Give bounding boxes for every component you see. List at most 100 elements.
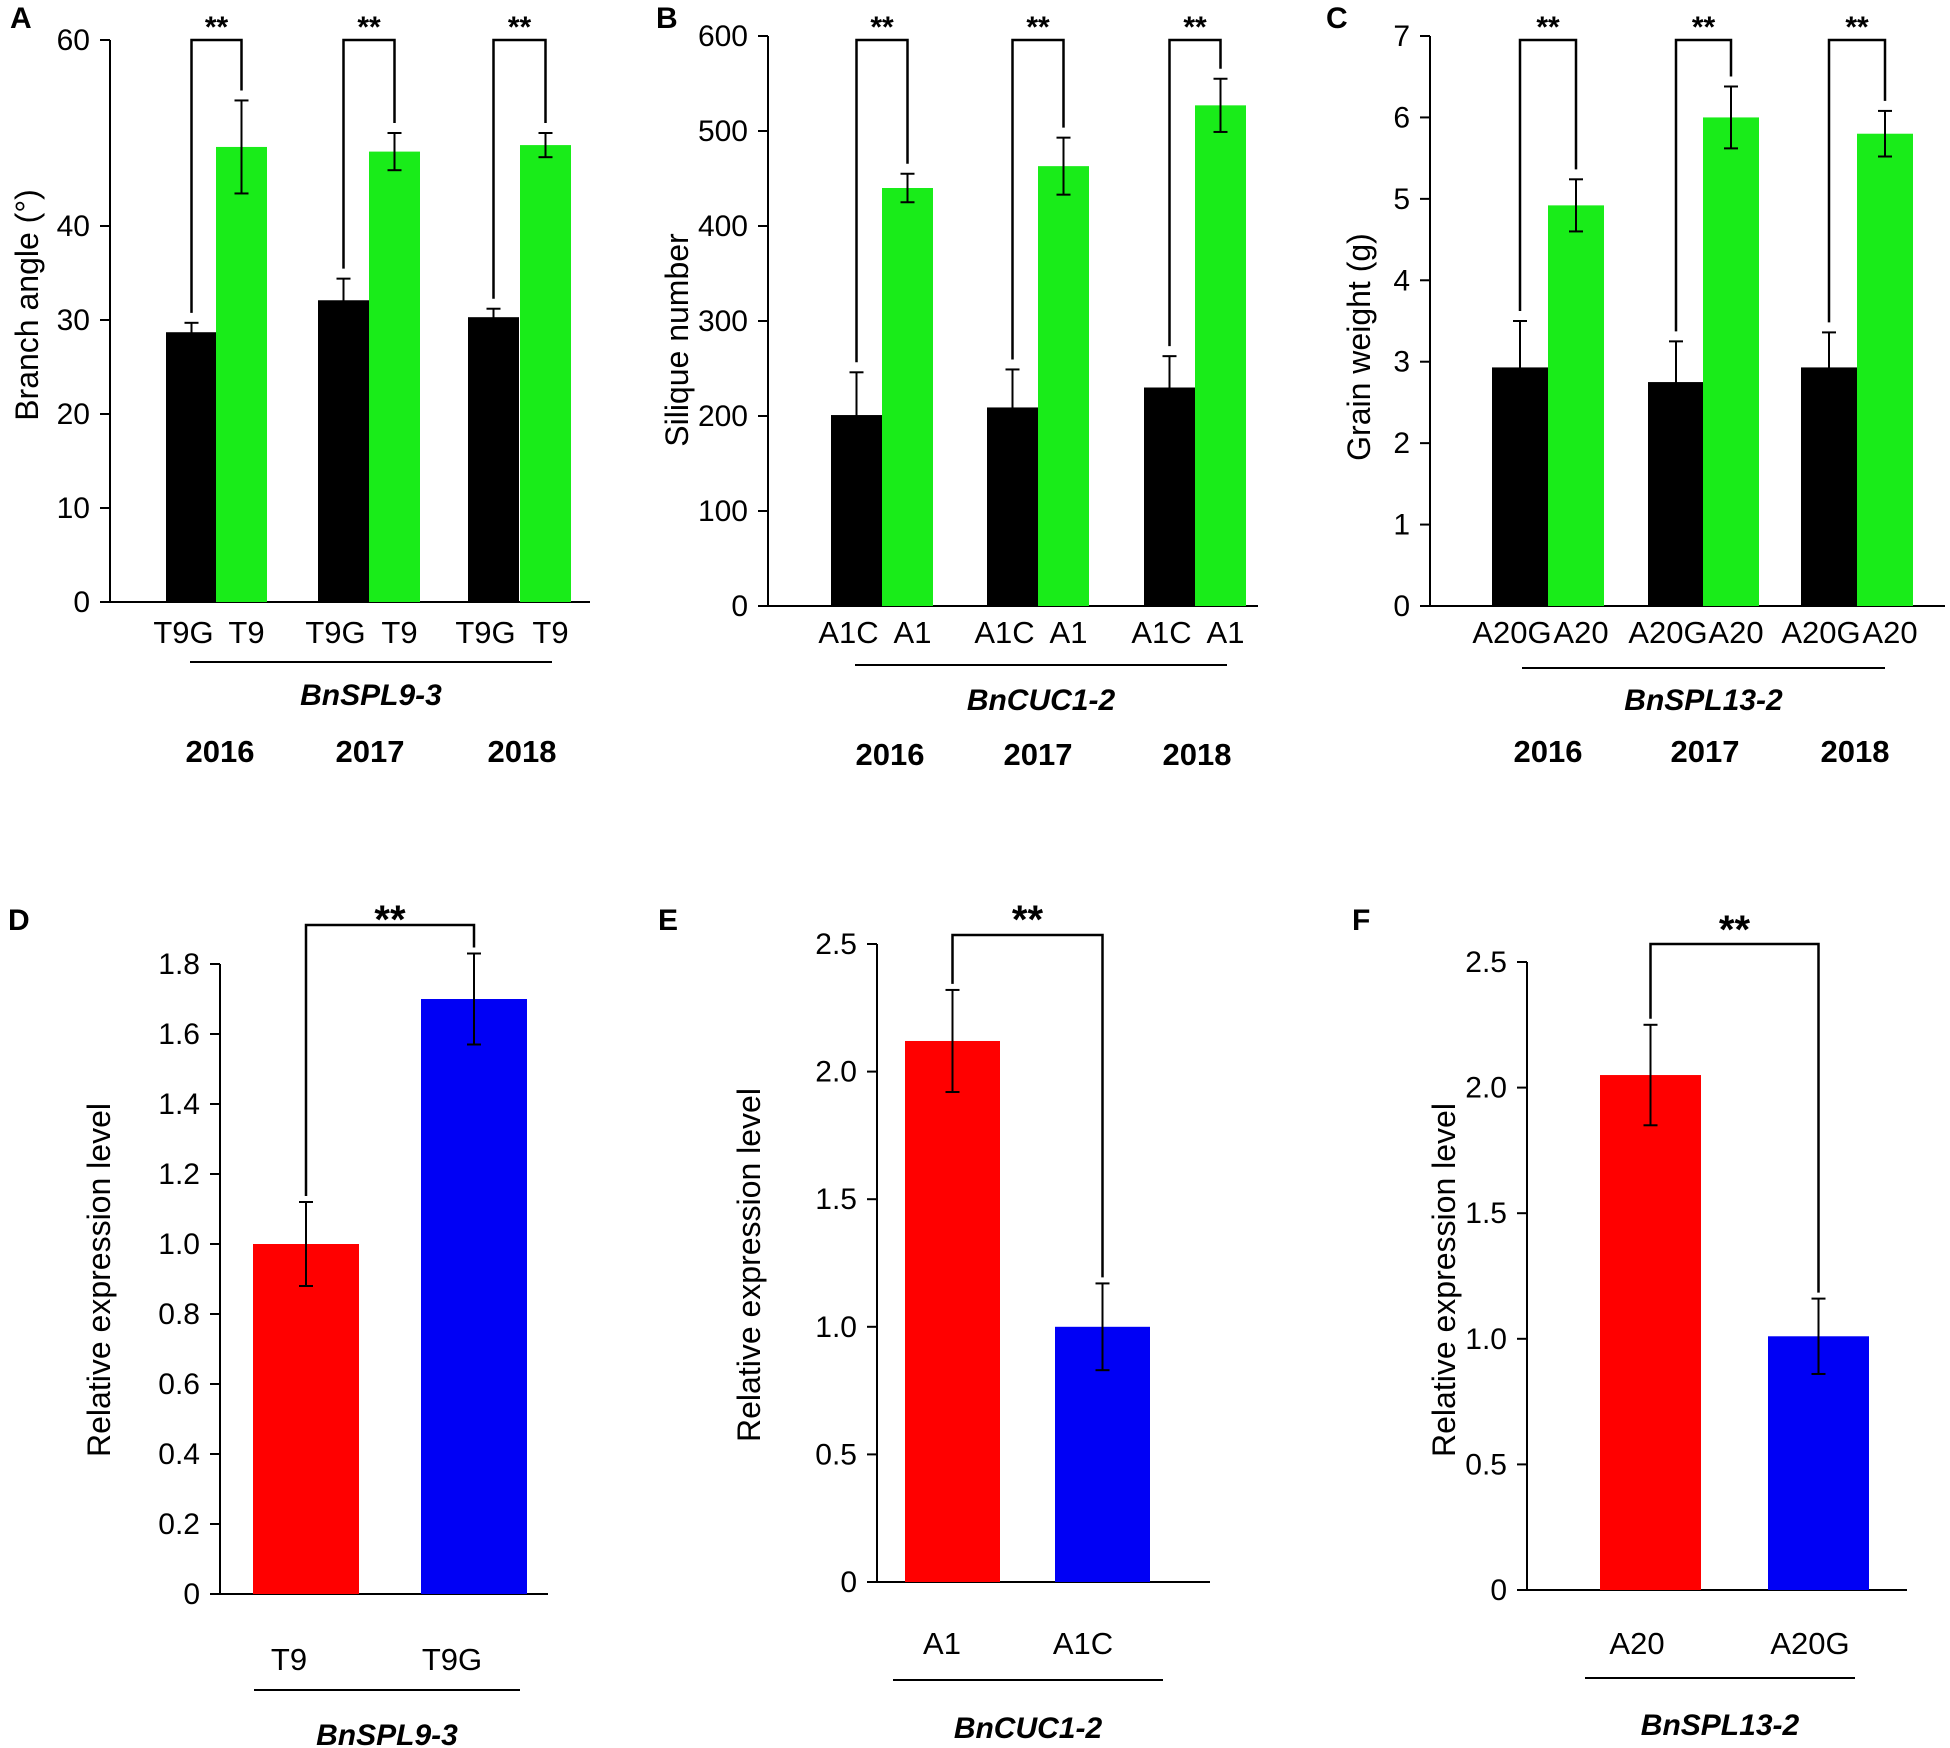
y-tick-label-F: 1.5 [1465, 1197, 1507, 1230]
x-tick-label-C: A20G [1472, 615, 1551, 650]
significance-label-C: ** [1536, 11, 1560, 44]
x-tick-label-B: A1 [1207, 615, 1245, 650]
y-tick-label-C: 7 [1393, 20, 1410, 53]
y-tick-label-B: 600 [698, 20, 748, 53]
y-tick-label-B: 300 [698, 305, 748, 338]
y-tick-label-E: 1.0 [815, 1311, 857, 1344]
x-tick-label-A: T9G [305, 615, 365, 650]
x-tick-label-E: A1C [1053, 1626, 1113, 1661]
significance-label-B: ** [1026, 11, 1050, 44]
y-tick-label-E: 0.5 [815, 1438, 857, 1471]
bar-A-2-0 [468, 317, 519, 602]
x-tick-label-B: A1 [1050, 615, 1088, 650]
y-tick-label-A: 60 [57, 24, 90, 57]
y-tick-label-C: 4 [1393, 264, 1410, 297]
year-label-A: 2016 [186, 734, 255, 769]
significance-bracket-B [1011, 38, 1065, 360]
x-tick-label-B: A1C [974, 615, 1034, 650]
y-tick-label-F: 0.5 [1465, 1448, 1507, 1481]
y-tick-label-D: 0.4 [158, 1438, 200, 1471]
significance-label-A: ** [357, 11, 381, 44]
y-tick-label-F: 0 [1490, 1574, 1507, 1607]
significance-bracket-D [304, 923, 476, 1196]
year-label-C: 2018 [1821, 734, 1890, 769]
significance-bracket-E [951, 933, 1104, 1278]
x-tick-label-A: T9 [228, 615, 264, 650]
gene-label-E: BnCUC1-2 [954, 1712, 1103, 1745]
y-tick-label-D: 1.2 [158, 1158, 200, 1191]
bar-A-2-1 [520, 145, 571, 602]
bar-A-0-0 [166, 332, 217, 602]
significance-label-C: ** [1845, 11, 1869, 44]
y-tick-label-A: 40 [57, 210, 90, 243]
panel-letter-B: B [656, 2, 678, 35]
significance-bracket-A [190, 38, 243, 313]
y-tick-label-B: 200 [698, 400, 748, 433]
significance-label-A: ** [508, 11, 532, 44]
y-tick-label-C: 3 [1393, 346, 1410, 379]
y-tick-label-F: 1.0 [1465, 1323, 1507, 1356]
gene-label-A: BnSPL9-3 [300, 679, 442, 712]
x-tick-label-B: A1 [894, 615, 932, 650]
x-tick-label-F: A20G [1770, 1626, 1849, 1661]
y-tick-label-F: 2.5 [1465, 946, 1507, 979]
y-axis-label-D: Relative expression level [81, 1103, 117, 1457]
x-tick-label-F: A20 [1609, 1626, 1664, 1661]
year-label-A: 2017 [336, 734, 405, 769]
panel-letter-D: D [8, 904, 30, 937]
bar-D-1 [421, 999, 527, 1594]
bar-C-1-1 [1703, 117, 1759, 606]
significance-bracket-A [342, 38, 396, 269]
year-label-C: 2017 [1671, 734, 1740, 769]
bar-A-0-1 [216, 146, 267, 602]
x-tick-label-A: T9G [153, 615, 213, 650]
bar-E-0 [905, 1040, 1000, 1582]
significance-label-E: ** [1012, 898, 1044, 942]
significance-bracket-F [1649, 942, 1820, 1293]
x-tick-label-C: A20G [1628, 615, 1707, 650]
y-tick-label-C: 2 [1393, 427, 1410, 460]
y-axis-label-C: Grain weight (g) [1341, 233, 1377, 461]
y-tick-label-B: 500 [698, 115, 748, 148]
significance-bracket-B [1168, 38, 1222, 347]
bar-C-2-1 [1857, 133, 1913, 606]
y-tick-label-B: 100 [698, 495, 748, 528]
significance-bracket-C [1827, 38, 1887, 323]
x-tick-label-C: A20 [1708, 615, 1763, 650]
y-tick-label-D: 1.6 [158, 1018, 200, 1051]
significance-bracket-B [855, 38, 909, 363]
panel-letter-F: F [1352, 904, 1370, 937]
y-tick-label-D: 0.6 [158, 1368, 200, 1401]
significance-label-D: ** [374, 898, 406, 942]
bar-C-2-0 [1801, 367, 1857, 606]
significance-label-F: ** [1719, 908, 1751, 952]
y-tick-label-E: 0 [840, 1566, 857, 1599]
significance-bracket-C [1518, 38, 1578, 311]
bar-D-0 [253, 1244, 359, 1594]
x-tick-label-A: T9 [381, 615, 417, 650]
y-axis-label-A: Branch angle (°) [9, 189, 45, 421]
y-tick-label-F: 2.0 [1465, 1072, 1507, 1105]
y-tick-label-D: 1.8 [158, 948, 200, 981]
x-tick-label-B: A1C [1131, 615, 1191, 650]
significance-bracket-A [492, 38, 547, 299]
panel-letter-A: A [10, 2, 32, 35]
gene-label-C: BnSPL13-2 [1624, 684, 1783, 717]
x-tick-label-D: T9 [271, 1642, 307, 1677]
y-tick-label-A: 10 [57, 492, 90, 525]
x-tick-label-A: T9G [455, 615, 515, 650]
x-tick-label-E: A1 [923, 1626, 961, 1661]
panel-letter-C: C [1326, 2, 1348, 35]
x-tick-label-C: A20 [1862, 615, 1917, 650]
y-tick-label-A: 20 [57, 398, 90, 431]
year-label-B: 2018 [1163, 737, 1232, 772]
year-label-C: 2016 [1514, 734, 1583, 769]
bar-F-0 [1600, 1075, 1701, 1590]
bar-C-0-1 [1548, 205, 1604, 606]
y-tick-label-C: 0 [1393, 590, 1410, 623]
bar-B-2-0 [1144, 387, 1195, 606]
y-tick-label-A: 30 [57, 304, 90, 337]
x-tick-label-C: A20 [1553, 615, 1608, 650]
significance-label-B: ** [1183, 11, 1207, 44]
